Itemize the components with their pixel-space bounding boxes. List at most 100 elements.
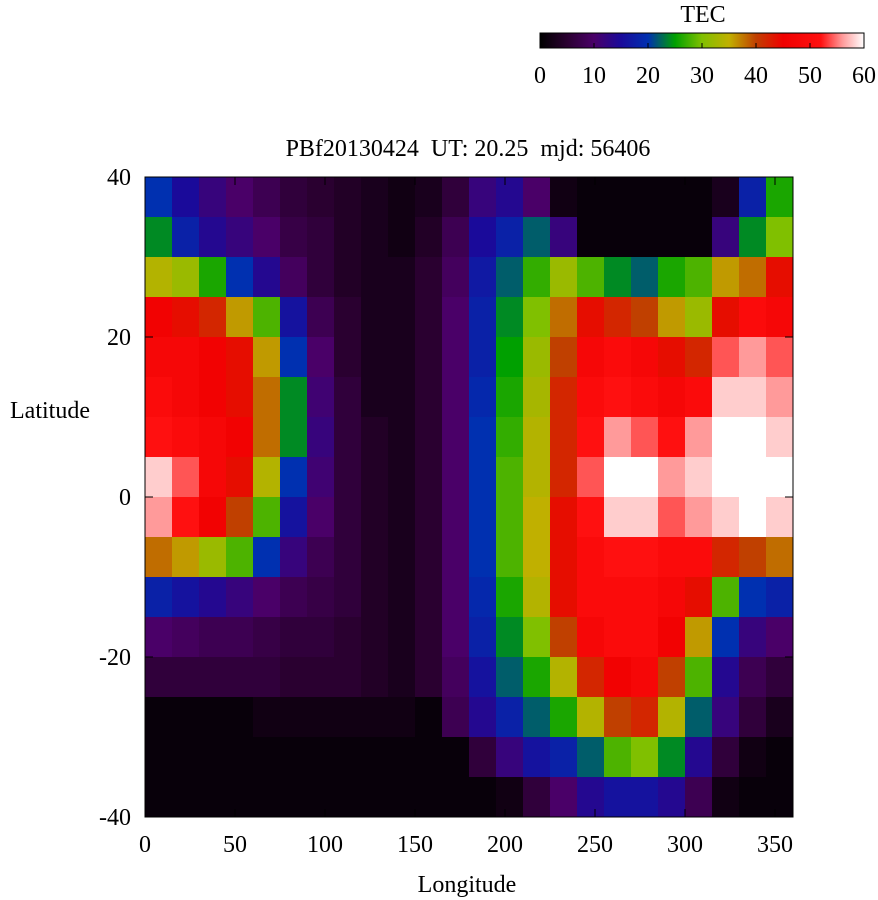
heat-cell [550, 697, 578, 738]
heat-cell [334, 177, 362, 218]
heat-cell [307, 537, 335, 578]
heat-cell [739, 577, 767, 618]
heat-cell [307, 297, 335, 338]
heat-cell [631, 377, 659, 418]
heat-cell [523, 577, 551, 618]
heat-cell [766, 457, 794, 498]
heat-cell [280, 537, 308, 578]
heat-cell [469, 737, 497, 778]
y-tick-label: 0 [119, 485, 131, 511]
heat-cell [361, 657, 389, 698]
heat-cell [550, 537, 578, 578]
heat-cell [334, 257, 362, 298]
heat-cell [388, 457, 416, 498]
heat-cell [307, 577, 335, 618]
heat-cell [604, 217, 632, 258]
heat-cell [442, 337, 470, 378]
heat-cell [604, 577, 632, 618]
heat-cell [334, 737, 362, 778]
heat-cell [172, 297, 200, 338]
heat-cell [685, 737, 713, 778]
heat-cell [685, 377, 713, 418]
heat-cell [577, 737, 605, 778]
heat-cell [415, 217, 443, 258]
heat-cell [658, 777, 686, 818]
heat-cell [226, 177, 254, 218]
heat-cell [334, 617, 362, 658]
heat-cell [685, 617, 713, 658]
heat-cell [145, 537, 173, 578]
heat-cell [631, 297, 659, 338]
heat-cell [523, 537, 551, 578]
heat-cell [442, 297, 470, 338]
heat-cell [145, 417, 173, 458]
heat-cell [523, 737, 551, 778]
heat-cell [361, 697, 389, 738]
heat-cell [172, 377, 200, 418]
heat-cell [442, 697, 470, 738]
heat-cell [496, 217, 524, 258]
heat-cell [550, 417, 578, 458]
heat-cell [739, 257, 767, 298]
heat-cell [172, 217, 200, 258]
heat-cell [658, 497, 686, 538]
heat-cell [550, 577, 578, 618]
heat-cell [739, 457, 767, 498]
heat-cell [712, 377, 740, 418]
heat-cell [253, 697, 281, 738]
heat-cell [388, 177, 416, 218]
heat-cell [415, 577, 443, 618]
heat-cell [739, 697, 767, 738]
heat-cell [577, 337, 605, 378]
heat-cell [631, 577, 659, 618]
heat-cell [523, 177, 551, 218]
heat-cell [199, 457, 227, 498]
colorbar-tick-label: 20 [636, 63, 660, 89]
heat-cell [361, 377, 389, 418]
heat-cell [280, 177, 308, 218]
heat-cell [361, 217, 389, 258]
heat-cell [550, 497, 578, 538]
heat-cell [415, 457, 443, 498]
heat-cell [145, 337, 173, 378]
heat-cell [388, 657, 416, 698]
heat-cell [577, 377, 605, 418]
heat-cell [145, 297, 173, 338]
heat-cell [739, 777, 767, 818]
heat-cell [523, 377, 551, 418]
heat-cell [280, 337, 308, 378]
heat-cell [739, 217, 767, 258]
heat-cell [523, 777, 551, 818]
heat-cell [766, 417, 794, 458]
heat-cell [739, 657, 767, 698]
heat-cell [361, 497, 389, 538]
heat-cell [712, 417, 740, 458]
heat-cell [334, 657, 362, 698]
heat-cell [604, 697, 632, 738]
heat-cell [550, 257, 578, 298]
heat-cell [388, 297, 416, 338]
heat-cell [442, 417, 470, 458]
heat-cell [469, 337, 497, 378]
heat-cell [145, 457, 173, 498]
heat-cell [712, 777, 740, 818]
heat-cell [550, 337, 578, 378]
heat-cell [658, 377, 686, 418]
heat-cell [388, 257, 416, 298]
heat-cell [280, 377, 308, 418]
heat-cell [658, 257, 686, 298]
heat-cell [658, 737, 686, 778]
heat-cell [631, 497, 659, 538]
heat-cell [415, 177, 443, 218]
heat-cell [199, 377, 227, 418]
heat-cell [712, 457, 740, 498]
heat-cell [253, 737, 281, 778]
heat-cell [604, 177, 632, 218]
heat-cell [253, 537, 281, 578]
heat-cell [172, 177, 200, 218]
heat-cell [145, 617, 173, 658]
heat-cell [712, 257, 740, 298]
heat-cell [199, 617, 227, 658]
heat-cell [712, 737, 740, 778]
heat-cell [712, 657, 740, 698]
